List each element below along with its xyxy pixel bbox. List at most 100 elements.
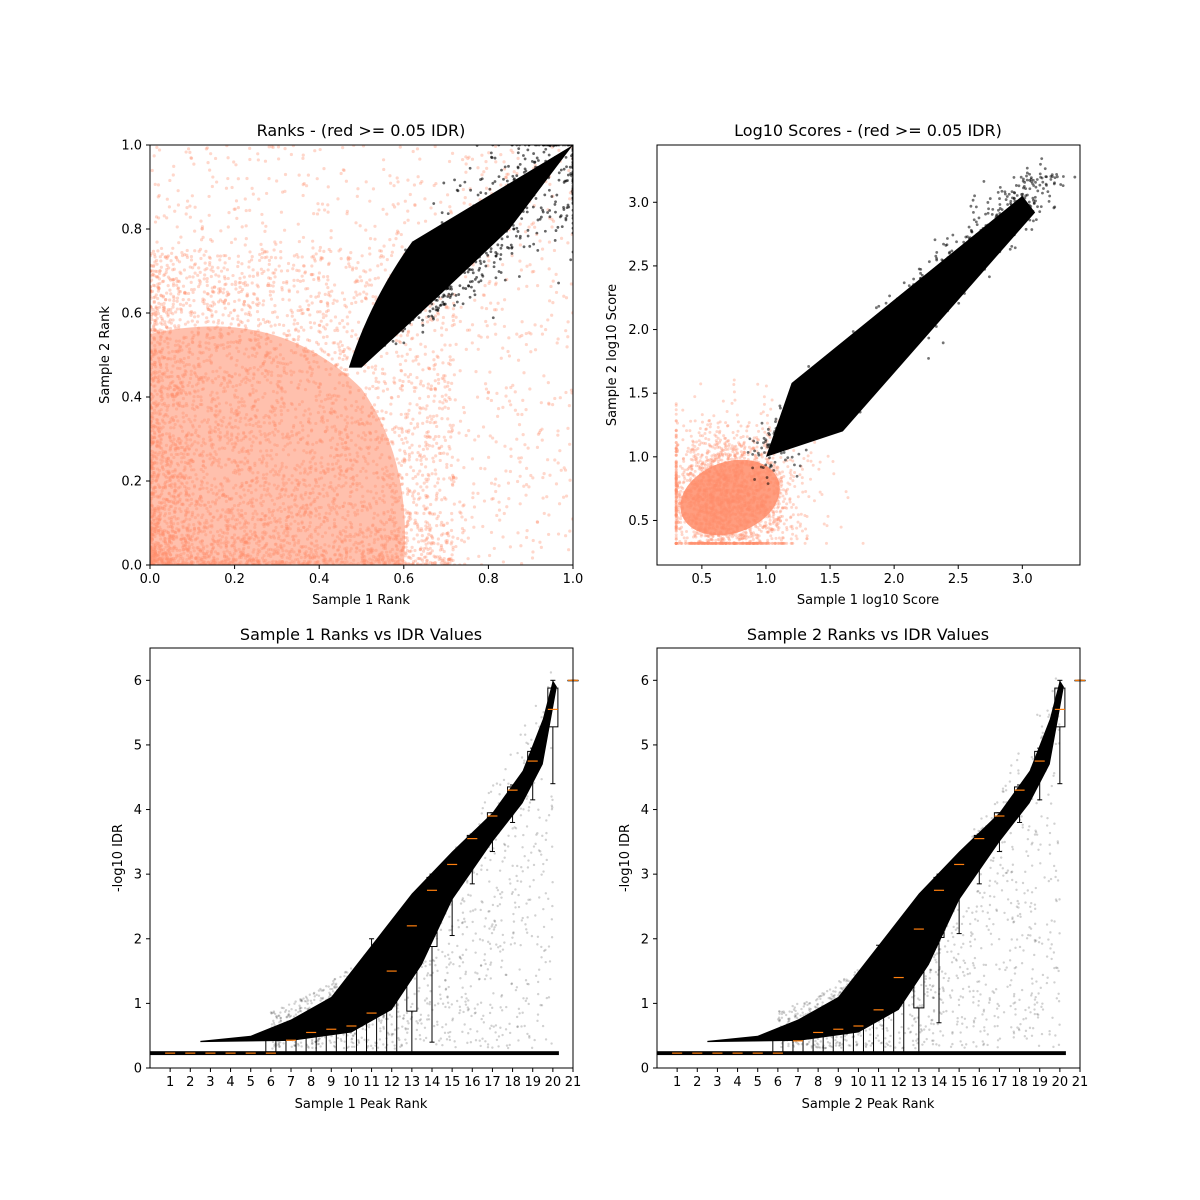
- point: [402, 457, 406, 461]
- point: [356, 371, 360, 375]
- point: [310, 301, 314, 305]
- point: [416, 175, 420, 179]
- point: [150, 274, 153, 278]
- point: [172, 282, 176, 286]
- point: [409, 421, 413, 426]
- point: [435, 354, 439, 358]
- point: [212, 320, 216, 324]
- point: [265, 319, 270, 323]
- point: [205, 279, 209, 284]
- point: [399, 463, 404, 468]
- point: [330, 357, 334, 361]
- point: [396, 354, 400, 358]
- point: [463, 562, 467, 565]
- point: [217, 280, 221, 284]
- point: [441, 315, 446, 320]
- point: [309, 326, 313, 330]
- point: [255, 310, 260, 314]
- point: [304, 184, 309, 188]
- point: [523, 443, 527, 447]
- point: [390, 250, 394, 254]
- point: [426, 477, 430, 481]
- point: [400, 354, 404, 358]
- point: [409, 556, 413, 560]
- point: [221, 313, 225, 317]
- point: [267, 177, 271, 181]
- point: [426, 430, 430, 434]
- point: [301, 193, 305, 198]
- point: [415, 562, 419, 565]
- point: [157, 286, 161, 290]
- point: [156, 195, 160, 199]
- point: [373, 224, 377, 228]
- point: [485, 166, 489, 171]
- point: [197, 249, 201, 253]
- point: [497, 484, 501, 488]
- point: [395, 350, 399, 354]
- point: [156, 282, 160, 286]
- point: [271, 290, 275, 294]
- point: [423, 219, 428, 223]
- point: [496, 414, 500, 418]
- point: [461, 405, 466, 410]
- point: [544, 327, 548, 332]
- point: [416, 422, 420, 426]
- point: [273, 275, 277, 279]
- point: [354, 290, 358, 294]
- point: [406, 375, 410, 379]
- point: [458, 369, 462, 373]
- ranks-scatter-panel: Ranks - (red >= 0.05 IDR) 0.0 0.2 0.4 0.6 0.…: [98, 121, 583, 608]
- point: [427, 435, 431, 439]
- point: [368, 252, 372, 256]
- point: [242, 275, 246, 279]
- point: [336, 362, 340, 367]
- point: [428, 552, 432, 556]
- point: [550, 217, 554, 221]
- point: [156, 312, 161, 316]
- point: [299, 325, 303, 329]
- point: [195, 320, 200, 324]
- point: [389, 412, 393, 416]
- point: [205, 302, 209, 306]
- point: [150, 251, 153, 256]
- point: [440, 376, 444, 380]
- point: [263, 229, 267, 233]
- point: [406, 430, 410, 434]
- point: [432, 437, 436, 441]
- point: [439, 200, 443, 204]
- point: [236, 314, 240, 318]
- point: [182, 291, 187, 295]
- point: [348, 310, 352, 314]
- point: [526, 446, 530, 450]
- point: [470, 341, 474, 345]
- point: [494, 477, 498, 481]
- point: [358, 292, 362, 296]
- point: [223, 298, 228, 302]
- point: [448, 423, 452, 427]
- point: [380, 367, 385, 371]
- point: [283, 172, 288, 177]
- point: [438, 400, 442, 404]
- point: [442, 549, 446, 554]
- point: [419, 342, 423, 346]
- point: [381, 255, 385, 259]
- point: [415, 511, 419, 515]
- point: [465, 328, 470, 332]
- point: [381, 389, 386, 393]
- point: [237, 298, 241, 302]
- point: [512, 170, 516, 174]
- point: [315, 310, 320, 314]
- point: [557, 148, 561, 152]
- point: [211, 269, 215, 273]
- point: [470, 457, 475, 461]
- point: [327, 290, 331, 294]
- point: [440, 326, 444, 330]
- point: [424, 527, 428, 531]
- point: [355, 194, 359, 198]
- point: [436, 477, 441, 481]
- point: [245, 176, 249, 181]
- point: [415, 147, 420, 151]
- point: [459, 305, 463, 309]
- point: [263, 256, 267, 260]
- point: [336, 328, 340, 333]
